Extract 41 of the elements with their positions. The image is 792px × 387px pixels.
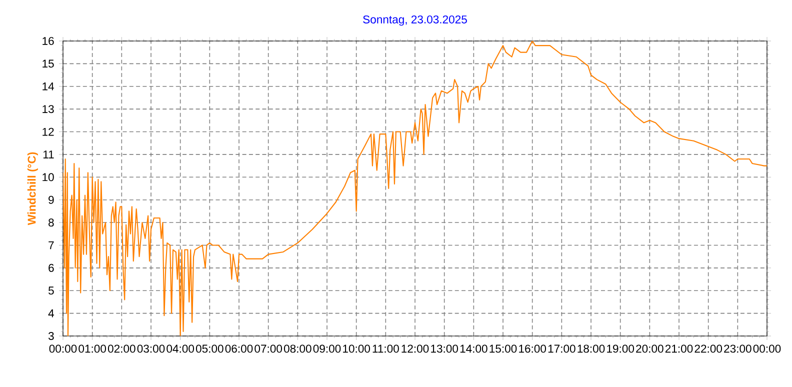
y-tick-label: 7 bbox=[48, 241, 54, 250]
y-tick-label: 9 bbox=[48, 196, 54, 204]
x-tick-label: 22:00 bbox=[694, 344, 722, 353]
y-tick-label: 3 bbox=[48, 332, 54, 340]
x-tick-label: 06:00 bbox=[225, 344, 253, 353]
x-tick-label: 00:00 bbox=[753, 344, 781, 353]
x-tick-label: 19:00 bbox=[607, 344, 634, 353]
y-axis-title: Windchill (°C) bbox=[27, 152, 38, 226]
x-tick-label: 08:00 bbox=[284, 344, 312, 353]
x-tick-label: 04:00 bbox=[166, 344, 194, 353]
y-tick-label: 4 bbox=[48, 309, 54, 318]
y-tick-label: 11 bbox=[43, 150, 54, 158]
y-tick-label: 6 bbox=[48, 264, 54, 272]
y-tick-label: 14 bbox=[42, 82, 54, 90]
x-tick-label: 12:00 bbox=[402, 344, 429, 353]
x-tick-label: 16:00 bbox=[519, 344, 546, 353]
x-tick-label: 02:00 bbox=[108, 344, 136, 353]
x-tick-label: 10:00 bbox=[343, 344, 370, 353]
y-tick-label: 5 bbox=[48, 286, 54, 295]
x-tick-label: 14:00 bbox=[460, 344, 488, 353]
x-tick-label: 15:00 bbox=[490, 344, 517, 353]
x-tick-label: 05:00 bbox=[196, 344, 224, 353]
y-tick-label: 10 bbox=[42, 173, 54, 182]
y-tick-label: 16 bbox=[42, 37, 54, 45]
y-tick-label: 13 bbox=[42, 105, 54, 114]
y-tick-label: 15 bbox=[42, 60, 54, 68]
x-tick-label: 21:00 bbox=[665, 344, 693, 353]
x-tick-label: 07:00 bbox=[254, 344, 282, 353]
y-tick-label: 8 bbox=[48, 218, 54, 227]
x-tick-label: 13:00 bbox=[431, 344, 458, 353]
x-tick-label: 17:00 bbox=[548, 344, 576, 353]
x-tick-label: 11:00 bbox=[372, 344, 399, 353]
x-tick-label: 23:00 bbox=[724, 344, 752, 353]
x-tick-label: 01:00 bbox=[78, 344, 106, 353]
x-tick-label: 09:00 bbox=[313, 344, 341, 353]
x-tick-label: 20:00 bbox=[636, 344, 664, 353]
x-tick-label: 18:00 bbox=[578, 344, 605, 353]
y-tick-label: 12 bbox=[42, 128, 54, 136]
x-tick-label: 00:00 bbox=[49, 344, 77, 353]
x-tick-label: 03:00 bbox=[137, 344, 165, 353]
chart-title: Sonntag, 23.03.2025 bbox=[363, 15, 467, 26]
